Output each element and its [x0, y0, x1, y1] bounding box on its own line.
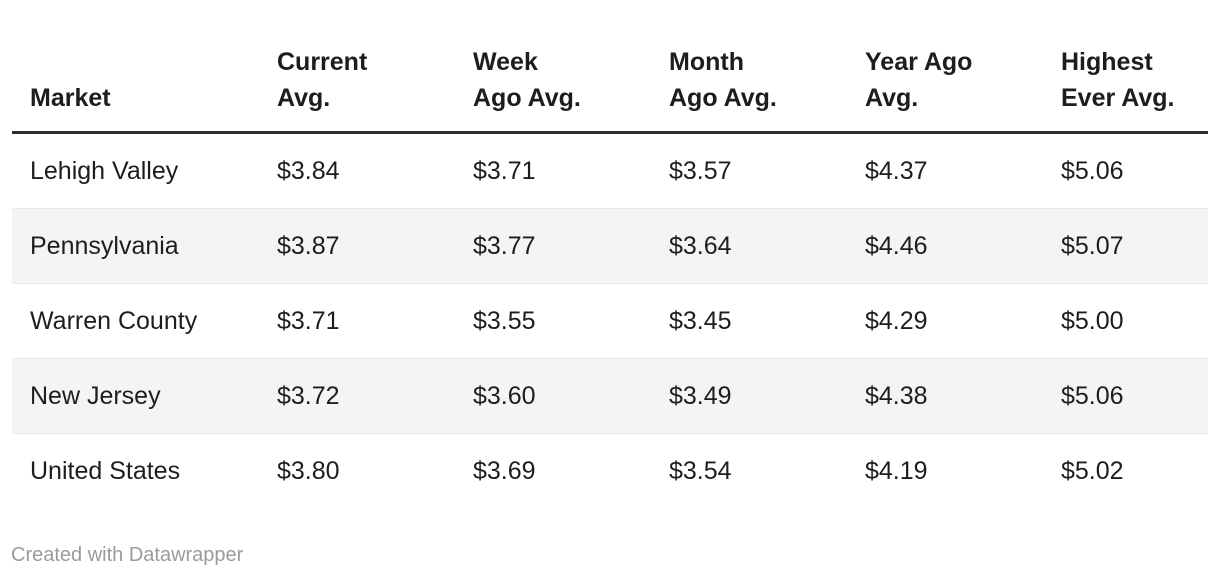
value-cell: $3.57 [669, 156, 732, 185]
table-body: Lehigh Valley $3.84 $3.71 $3.57 $4.37 $5.06 Pe… [12, 133, 1208, 509]
value-cell: $3.84 [277, 156, 340, 185]
table-row: New Jersey $3.72 $3.60 $3.49 $4.38 $5.06 [12, 358, 1208, 434]
value-cell: $3.71 [473, 156, 536, 185]
value-cell: $5.07 [1061, 231, 1124, 260]
value-cell: $3.64 [669, 231, 732, 260]
market-cell: United States [30, 456, 181, 485]
table-row: United States $3.80 $3.69 $3.54 $4.19 $5.02 [12, 433, 1208, 509]
column-header: Highest Ever Avg. [1043, 0, 1208, 134]
value-cell: $3.69 [473, 456, 536, 485]
value-cell: $3.45 [669, 306, 732, 335]
market-cell: Lehigh Valley [30, 156, 179, 185]
value-cell: $4.19 [865, 456, 928, 485]
value-cell: $4.38 [865, 381, 928, 410]
column-header: Year Ago Avg. [847, 0, 1043, 134]
column-header: Current Avg. [259, 0, 455, 134]
value-cell: $4.29 [865, 306, 928, 335]
chart-container: Market Current Avg. Week Ago Avg. Month Ago… [12, 0, 1208, 508]
table-row: Warren County $3.71 $3.55 $3.45 $4.29 $5.00 [12, 283, 1208, 359]
value-cell: $3.49 [669, 381, 732, 410]
table-row: Lehigh Valley $3.84 $3.71 $3.57 $4.37 $5.06 [12, 133, 1208, 209]
datawrapper-credit-link[interactable]: Created with Datawrapper [11, 544, 244, 566]
column-header: Week Ago Avg. [455, 0, 651, 134]
market-cell: Warren County [30, 306, 198, 335]
market-cell: New Jersey [30, 381, 161, 410]
value-cell: $3.77 [473, 231, 536, 260]
chart-footer: Created with Datawrapper [0, 542, 1220, 568]
value-cell: $3.80 [277, 456, 340, 485]
value-cell: $5.06 [1061, 381, 1124, 410]
table-row: Pennsylvania $3.87 $3.77 $3.64 $4.46 $5.07 [12, 208, 1208, 284]
value-cell: $3.60 [473, 381, 536, 410]
value-cell: $5.02 [1061, 456, 1124, 485]
value-cell: $5.00 [1061, 306, 1124, 335]
market-cell: Pennsylvania [30, 231, 179, 260]
column-header-market: Market [12, 0, 259, 134]
value-cell: $3.54 [669, 456, 732, 485]
value-cell: $3.87 [277, 231, 340, 260]
column-header: Month Ago Avg. [651, 0, 847, 134]
value-cell: $4.46 [865, 231, 928, 260]
value-cell: $4.37 [865, 156, 928, 185]
value-cell: $5.06 [1061, 156, 1124, 185]
value-cell: $3.71 [277, 306, 340, 335]
value-cell: $3.55 [473, 306, 536, 335]
gas-prices-table: Market Current Avg. Week Ago Avg. Month Ago… [12, 0, 1208, 508]
value-cell: $3.72 [277, 381, 340, 410]
header-row: Market Current Avg. Week Ago Avg. Month Ago… [12, 0, 1208, 134]
